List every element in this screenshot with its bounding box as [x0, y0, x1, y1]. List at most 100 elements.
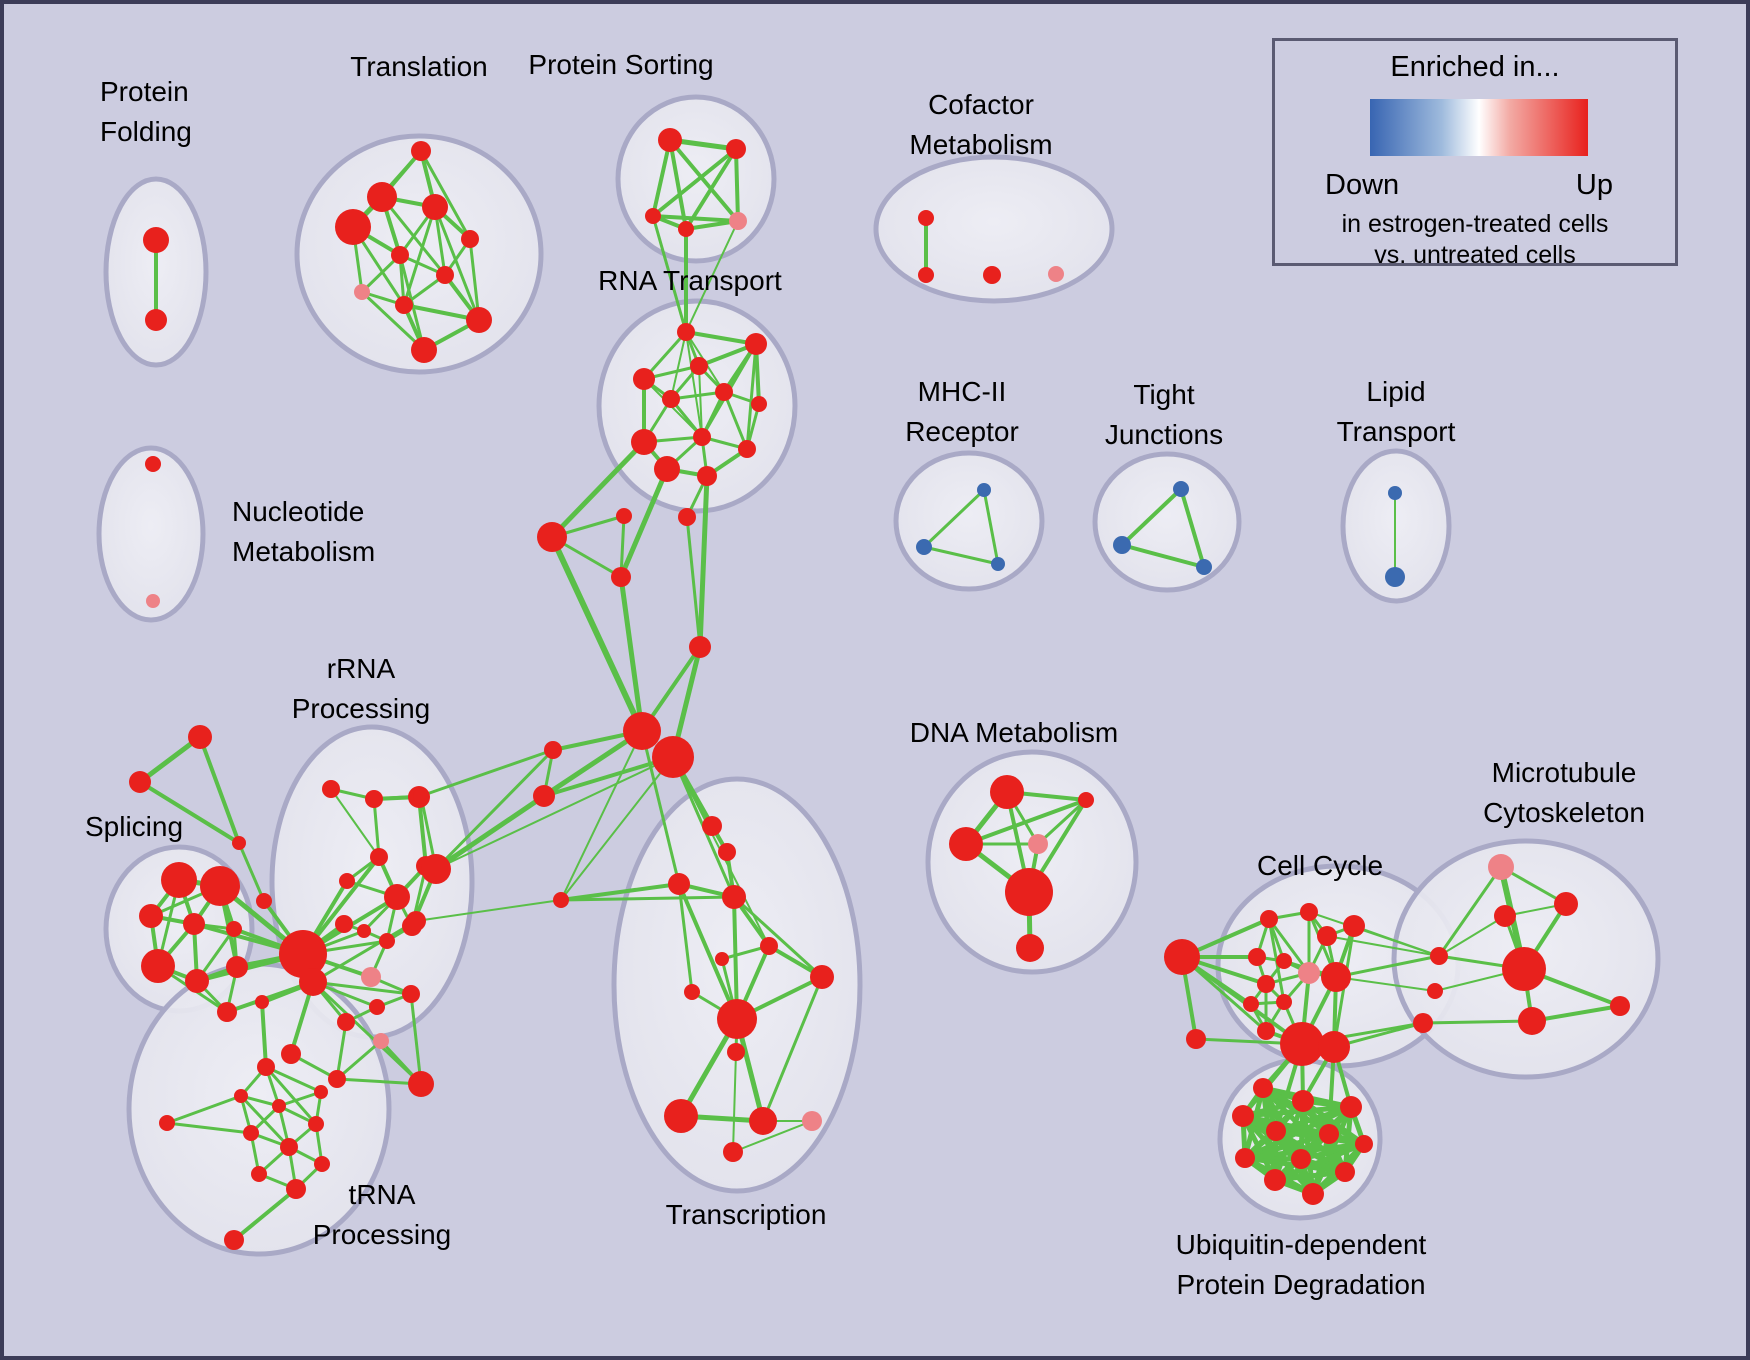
- gene-set-node-cc12: [1257, 1022, 1275, 1040]
- gene-set-node-tx13: [802, 1111, 822, 1131]
- edge-bb6-bb1: [618, 574, 645, 734]
- edge-ps2-ps5: [734, 147, 740, 223]
- gene-set-node-tj3: [1196, 559, 1212, 575]
- gene-set-node-ft4: [256, 893, 272, 909]
- edge-tx10-tx14: [732, 1051, 737, 1153]
- edge-cc0-cc13: [1180, 955, 1304, 1046]
- edge-rt12-bb0: [697, 473, 710, 650]
- gene-set-node-mh2: [916, 539, 932, 555]
- gene-set-node-rr21: [328, 1070, 346, 1088]
- gene-set-node-rt6: [715, 383, 733, 401]
- gene-set-node-rr6: [384, 884, 410, 910]
- edge-cc1-cc7: [1267, 917, 1311, 975]
- cluster-label-ubiquitin-degradation: Ubiquitin-dependent Protein Degradation: [1176, 1229, 1427, 1300]
- gene-set-node-mt1: [1554, 892, 1578, 916]
- gene-set-node-ub7: [1235, 1148, 1255, 1168]
- edge-rr16-rr22: [409, 992, 423, 1086]
- cluster-label-trna-processing: tRNA Processing: [313, 1179, 452, 1250]
- gene-set-node-tl1: [411, 141, 431, 161]
- edge-ut0-ut6: [165, 1121, 253, 1135]
- gene-set-node-dm5: [1005, 868, 1053, 916]
- edge-tl4-tl10: [433, 205, 481, 322]
- edge-tx3-tx9: [732, 895, 739, 1021]
- gene-set-node-bb4: [616, 508, 632, 524]
- edge-tl1-tl5: [419, 149, 472, 241]
- network-canvas: Protein Folding Translation Protein Sorting…: [85, 49, 1661, 1300]
- edge-rr19-rr21: [335, 1039, 383, 1081]
- edge-cn3-mt4: [1421, 1019, 1534, 1025]
- cluster-label-nucleotide-metabolism: Nucleotide Metabolism: [232, 496, 375, 567]
- gene-set-node-rr13: [421, 854, 451, 884]
- gene-set-node-rr17: [369, 999, 385, 1015]
- gene-set-node-ub4: [1266, 1121, 1286, 1141]
- edge-rr15-rh2: [311, 919, 418, 984]
- gene-set-node-mh1: [977, 483, 991, 497]
- gene-set-node-tx12: [749, 1107, 777, 1135]
- edge-bb4-bb6: [619, 514, 626, 579]
- cluster-label-cofactor-metabolism: Cofactor Metabolism: [909, 89, 1052, 160]
- gene-set-node-rh2: [299, 968, 327, 996]
- edge-ps1-ps4: [668, 138, 688, 231]
- edge-tx4-rr15: [415, 899, 562, 922]
- gene-set-node-tl9: [395, 296, 413, 314]
- edge-rr22-rh2: [311, 980, 423, 1086]
- gene-set-node-ps3: [645, 208, 661, 224]
- legend-up-label: Up: [1575, 169, 1613, 201]
- edge-rt11-bb6: [618, 466, 670, 580]
- gene-set-node-rr1: [322, 780, 340, 798]
- gene-set-node-rr8: [335, 915, 353, 933]
- gene-set-node-dm4: [1028, 834, 1048, 854]
- gene-set-node-cc2: [1300, 903, 1318, 921]
- edge-rt8-bb3: [549, 439, 647, 540]
- cluster-label-mhc-ii-receptor: MHC-II Receptor: [905, 376, 1019, 447]
- gene-set-node-mt4: [1518, 1007, 1546, 1035]
- gene-set-node-dm3: [949, 827, 983, 861]
- gene-set-node-ft2: [129, 771, 151, 793]
- edge-rr1-rr4: [330, 788, 380, 858]
- gene-set-node-cf2: [918, 267, 934, 283]
- gene-set-node-ub0: [1253, 1078, 1273, 1098]
- gene-set-node-rt3: [690, 357, 708, 375]
- edge-tl8-tl11: [360, 290, 426, 352]
- edge-rr18-rr21: [335, 1020, 348, 1081]
- edge-ps2-ps4: [684, 147, 738, 231]
- gene-set-node-cf1: [918, 210, 934, 226]
- gene-set-node-lt1: [1388, 486, 1402, 500]
- gene-set-node-ut3: [234, 1089, 248, 1103]
- gene-set-node-cc0: [1164, 939, 1200, 975]
- edge-rr21-rr22: [335, 1077, 423, 1086]
- gene-set-node-tl4: [422, 194, 448, 220]
- edge-rt1-rt9: [685, 331, 703, 438]
- edge-tx7-tx12: [761, 975, 824, 1123]
- edge-mh1-mh3: [982, 488, 1000, 566]
- gene-set-node-tx1: [718, 843, 736, 861]
- gene-set-node-dm2: [1078, 792, 1094, 808]
- gene-set-node-rr18: [337, 1013, 355, 1031]
- gene-set-node-rt5: [662, 390, 680, 408]
- gene-set-node-bb2: [652, 736, 694, 778]
- edge-rr2-rr4: [372, 797, 381, 859]
- gene-set-node-rr16: [402, 985, 420, 1003]
- legend-caption: in estrogen-treated cells vs. untreated …: [1275, 209, 1675, 271]
- legend-caption-line2: vs. untreated cells: [1374, 241, 1576, 269]
- edge-mh2-mh3: [922, 545, 1000, 566]
- edge-cn1-mt2: [1438, 915, 1506, 957]
- gene-set-node-ut1: [257, 1058, 275, 1076]
- gene-set-node-rr19: [373, 1033, 389, 1049]
- gene-set-node-tl5: [461, 230, 479, 248]
- gene-set-node-rr2: [365, 790, 383, 808]
- edge-bb8-bb1: [541, 728, 645, 799]
- legend-caption-line1: in estrogen-treated cells: [1341, 210, 1609, 238]
- gene-set-node-tl2: [367, 182, 397, 212]
- gene-set-node-tl7: [436, 266, 454, 284]
- gene-set-node-tl11: [411, 337, 437, 363]
- gene-set-node-cf4: [1048, 266, 1064, 282]
- legend-down-label: Down: [1325, 169, 1400, 201]
- gene-set-node-ub6: [1355, 1135, 1373, 1153]
- edge-ft1-ft2: [137, 734, 203, 785]
- gene-set-node-ft1: [188, 725, 212, 749]
- gene-set-node-mt5: [1610, 996, 1630, 1016]
- gene-set-node-tl3: [335, 209, 371, 245]
- gene-set-node-tl10: [466, 307, 492, 333]
